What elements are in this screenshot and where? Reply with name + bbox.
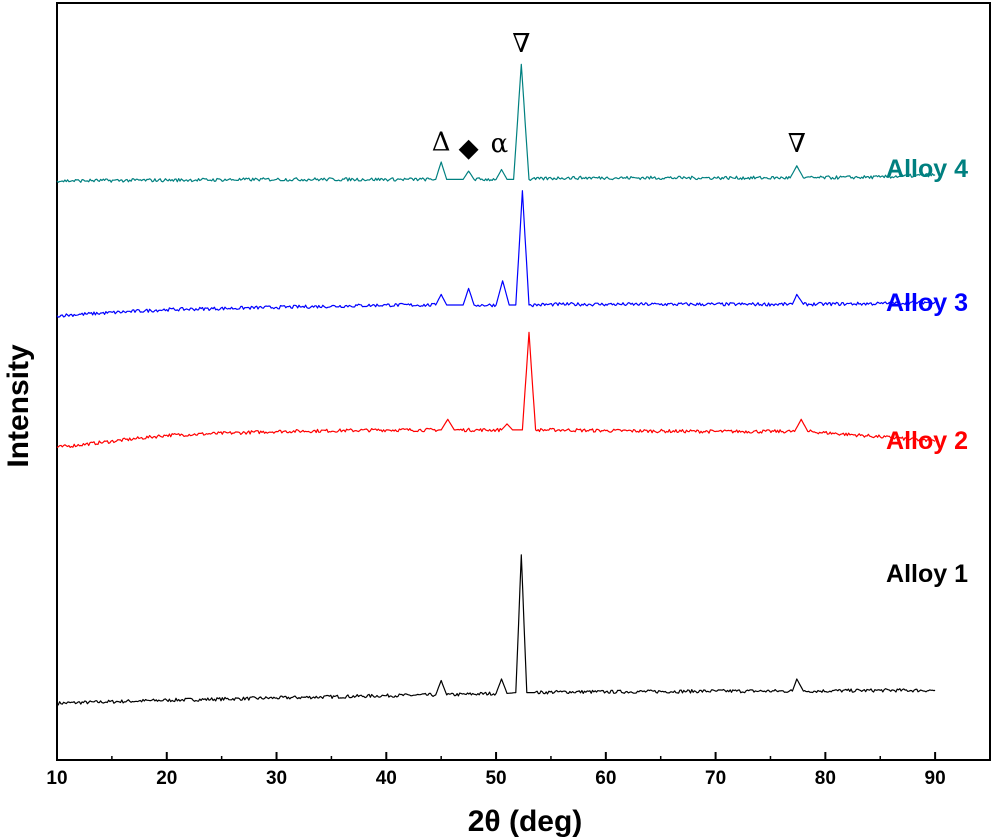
peak-annotation: ∇ xyxy=(788,129,806,159)
series-label: Alloy 3 xyxy=(886,289,968,317)
series-label: Alloy 4 xyxy=(886,155,968,183)
x-axis-title: 2θ (deg) xyxy=(468,805,583,838)
series-line-alloy-4 xyxy=(56,63,936,183)
x-tick-label: 90 xyxy=(925,768,946,789)
peak-annotation: Δ xyxy=(432,128,451,158)
plot-frame xyxy=(56,2,991,761)
plot-border xyxy=(56,2,991,761)
peak-annotation: α xyxy=(491,129,509,159)
y-axis-title: Intensity xyxy=(2,344,35,468)
peak-annotation-group: Δ ◆ α ∇ ∇ xyxy=(432,29,806,163)
x-tick-label: 50 xyxy=(485,768,506,789)
x-tick-label: 10 xyxy=(46,768,67,789)
peak-annotation: ∇ xyxy=(512,29,530,59)
x-tick-label: 70 xyxy=(705,768,726,789)
series-line-alloy-1 xyxy=(56,554,936,706)
x-tick-label: 60 xyxy=(595,768,616,789)
series-label-group: Alloy 1 Alloy 2 Alloy 3 Alloy 4 xyxy=(886,155,968,588)
x-tick-label: 80 xyxy=(815,768,836,789)
series-label: Alloy 1 xyxy=(886,560,968,588)
peak-annotation: ◆ xyxy=(459,134,479,164)
series-line-alloy-2 xyxy=(56,331,936,448)
series-line-alloy-3 xyxy=(56,190,936,318)
trace-group xyxy=(56,63,936,706)
x-tick-label: 40 xyxy=(376,768,397,789)
x-tick-label: 30 xyxy=(266,768,287,789)
x-tick-group: 10 20 30 40 50 60 70 80 90 xyxy=(46,752,946,789)
x-tick-label: 20 xyxy=(156,768,177,789)
series-label: Alloy 2 xyxy=(886,427,968,455)
